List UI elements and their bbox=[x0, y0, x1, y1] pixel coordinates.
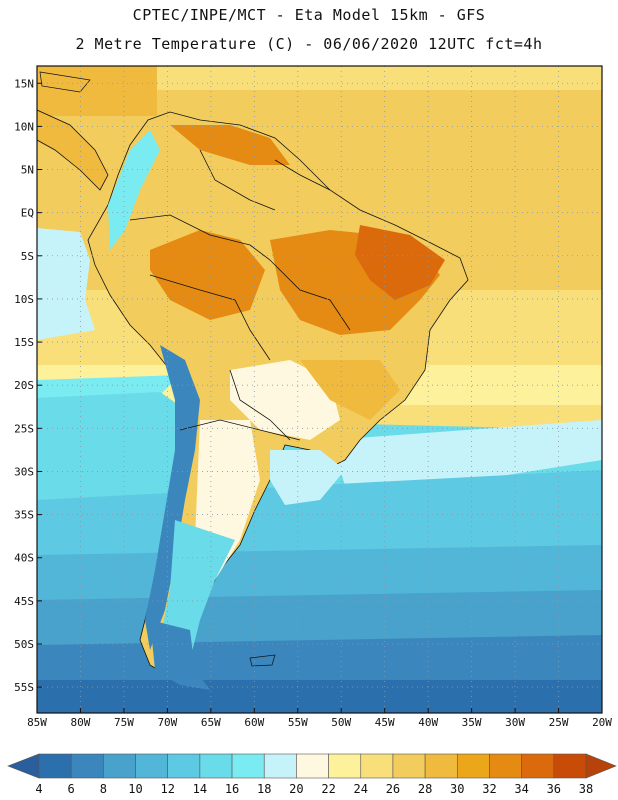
lat-tick-label: EQ bbox=[21, 207, 34, 220]
graticule bbox=[37, 66, 602, 713]
lon-tick-label: 30W bbox=[505, 716, 525, 729]
lon-tick-label: 40W bbox=[418, 716, 438, 729]
colorbar-label: 38 bbox=[578, 782, 594, 796]
falklands bbox=[249, 654, 276, 667]
lat-tick-label: 5N bbox=[21, 164, 34, 177]
andes-cold bbox=[108, 130, 160, 250]
colorbar-label: 4 bbox=[35, 782, 43, 796]
country-borders bbox=[129, 149, 351, 441]
lon-tick-label: 35W bbox=[462, 716, 482, 729]
colorbar-label: 14 bbox=[192, 782, 208, 796]
ocean-band bbox=[37, 680, 602, 713]
lat-tick-label: 15N bbox=[14, 77, 34, 90]
title-line-2: 2 Metre Temperature (C) - 06/06/2020 12U… bbox=[75, 35, 543, 53]
colorbar-swatch bbox=[103, 753, 136, 779]
colorbar-label: 18 bbox=[257, 782, 272, 796]
colorbar-label: 34 bbox=[514, 782, 529, 796]
lat-tick-label: 45S bbox=[14, 595, 34, 608]
patagonia-south bbox=[150, 620, 210, 690]
ocean-band bbox=[330, 420, 602, 500]
colorbar-swatch bbox=[38, 753, 72, 779]
colorbar-label: 6 bbox=[67, 782, 75, 796]
colorbar-low-arrow bbox=[7, 753, 40, 779]
colorbar-label: 26 bbox=[385, 782, 401, 796]
colorbar-high-arrow bbox=[585, 753, 617, 779]
map-frame bbox=[36, 65, 603, 714]
colorbar-label: 32 bbox=[482, 782, 497, 796]
colorbar-label: 8 bbox=[99, 782, 107, 796]
colorbar-swatch bbox=[135, 753, 169, 779]
colorbar-swatch bbox=[392, 753, 426, 779]
lon-tick-label: 65W bbox=[201, 716, 221, 729]
colorbar-swatch bbox=[70, 753, 104, 779]
colorbar-swatch bbox=[424, 753, 458, 779]
colorbar-swatch bbox=[231, 753, 265, 779]
lat-tick-label: 15S bbox=[14, 336, 34, 349]
hot-region bbox=[170, 125, 290, 165]
colorbar-label: 24 bbox=[353, 782, 368, 796]
caribbean-islands bbox=[39, 71, 91, 93]
colorbar-swatch bbox=[553, 753, 587, 779]
lat-tick-label: 10N bbox=[14, 120, 34, 133]
lat-tick-label: 40S bbox=[14, 552, 34, 565]
colorbar bbox=[7, 753, 617, 779]
lat-tick-label: 30S bbox=[14, 465, 34, 478]
hottest-region bbox=[355, 225, 445, 300]
colorbar-label: 10 bbox=[128, 782, 143, 796]
colorbar-swatch bbox=[199, 753, 233, 779]
colorbar-label: 28 bbox=[417, 782, 433, 796]
lon-tick-label: 20W bbox=[592, 716, 612, 729]
lon-tick-label: 75W bbox=[114, 716, 134, 729]
longitude-axis: 85W 80W 75W 70W 65W 60W 55W 50W 45W 40W 35W 30W 25W 2… bbox=[27, 708, 612, 729]
colorbar-swatch bbox=[521, 753, 555, 779]
warm-region bbox=[300, 360, 400, 420]
colorbar-swatch bbox=[328, 753, 362, 779]
colorbar-swatch bbox=[360, 753, 394, 779]
lon-tick-label: 80W bbox=[71, 716, 91, 729]
colorbar-swatch bbox=[456, 753, 490, 779]
central-america bbox=[37, 109, 109, 191]
colorbar-swatch bbox=[167, 753, 201, 779]
colorbar-label: 36 bbox=[546, 782, 562, 796]
lat-tick-label: 25S bbox=[14, 422, 34, 435]
colorbar-swatch bbox=[296, 753, 329, 779]
lat-tick-label: 50S bbox=[14, 638, 34, 651]
lon-tick-label: 45W bbox=[375, 716, 395, 729]
lat-tick-label: 55S bbox=[14, 681, 34, 694]
lat-tick-label: 10S bbox=[14, 293, 34, 306]
lon-tick-label: 70W bbox=[157, 716, 177, 729]
lon-tick-label: 50W bbox=[331, 716, 351, 729]
warm-region bbox=[230, 360, 340, 440]
lat-tick-label: 5S bbox=[21, 250, 34, 263]
mild-region bbox=[270, 450, 345, 505]
lat-tick-label: 35S bbox=[14, 509, 34, 522]
title-line-1: CPTEC/INPE/MCT - Eta Model 15km - GFS bbox=[132, 6, 486, 24]
hot-region bbox=[150, 230, 265, 320]
lat-tick-label: 20S bbox=[14, 379, 34, 392]
lon-tick-label: 85W bbox=[27, 716, 47, 729]
colorbar-label: 12 bbox=[160, 782, 175, 796]
lon-tick-label: 25W bbox=[549, 716, 569, 729]
latitude-axis: 15N 10N 5N EQ 5S 10S 15S 20S 25S 30S 35S 40S 45S 50S 5… bbox=[14, 77, 42, 694]
colorbar-label: 22 bbox=[321, 782, 336, 796]
colorbar-swatch bbox=[263, 753, 297, 779]
colorbar-swatch bbox=[489, 753, 522, 779]
lon-tick-label: 60W bbox=[244, 716, 264, 729]
ocean-band bbox=[37, 66, 157, 116]
lon-tick-label: 55W bbox=[288, 716, 308, 729]
colorbar-label: 16 bbox=[224, 782, 240, 796]
colorbar-label: 20 bbox=[289, 782, 304, 796]
andes-cold bbox=[145, 345, 200, 650]
colorbar-label: 30 bbox=[450, 782, 465, 796]
